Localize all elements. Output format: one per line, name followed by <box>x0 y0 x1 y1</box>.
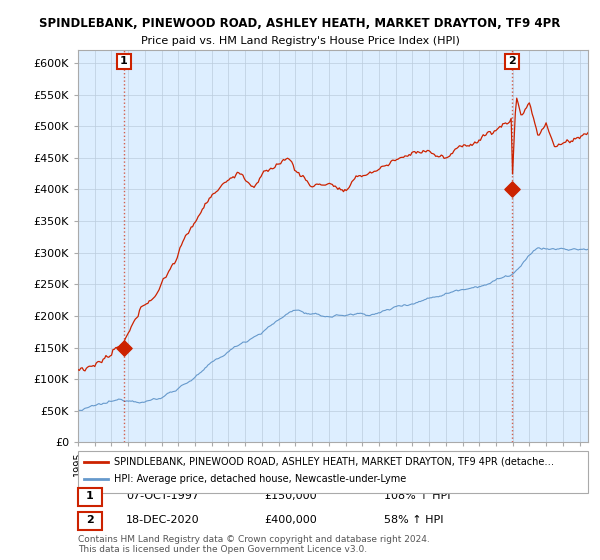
Point <box>119 343 129 352</box>
Text: 1: 1 <box>120 57 128 66</box>
Text: 2: 2 <box>508 57 516 66</box>
Text: 58% ↑ HPI: 58% ↑ HPI <box>384 515 443 525</box>
Text: 07-OCT-1997: 07-OCT-1997 <box>126 491 199 501</box>
Text: 2: 2 <box>86 515 94 525</box>
Text: HPI: Average price, detached house, Newcastle-under-Lyme: HPI: Average price, detached house, Newc… <box>114 474 406 484</box>
Text: £150,000: £150,000 <box>264 491 317 501</box>
Text: £400,000: £400,000 <box>264 515 317 525</box>
Text: SPINDLEBANK, PINEWOOD ROAD, ASHLEY HEATH, MARKET DRAYTON, TF9 4PR (detache…: SPINDLEBANK, PINEWOOD ROAD, ASHLEY HEATH… <box>114 457 554 467</box>
Text: 108% ↑ HPI: 108% ↑ HPI <box>384 491 451 501</box>
Text: Price paid vs. HM Land Registry's House Price Index (HPI): Price paid vs. HM Land Registry's House … <box>140 36 460 46</box>
Text: Contains HM Land Registry data © Crown copyright and database right 2024.: Contains HM Land Registry data © Crown c… <box>78 535 430 544</box>
Text: SPINDLEBANK, PINEWOOD ROAD, ASHLEY HEATH, MARKET DRAYTON, TF9 4PR: SPINDLEBANK, PINEWOOD ROAD, ASHLEY HEATH… <box>40 17 560 30</box>
Text: 18-DEC-2020: 18-DEC-2020 <box>126 515 200 525</box>
Text: 1: 1 <box>86 491 94 501</box>
Text: This data is licensed under the Open Government Licence v3.0.: This data is licensed under the Open Gov… <box>78 545 367 554</box>
Point <box>507 185 517 194</box>
